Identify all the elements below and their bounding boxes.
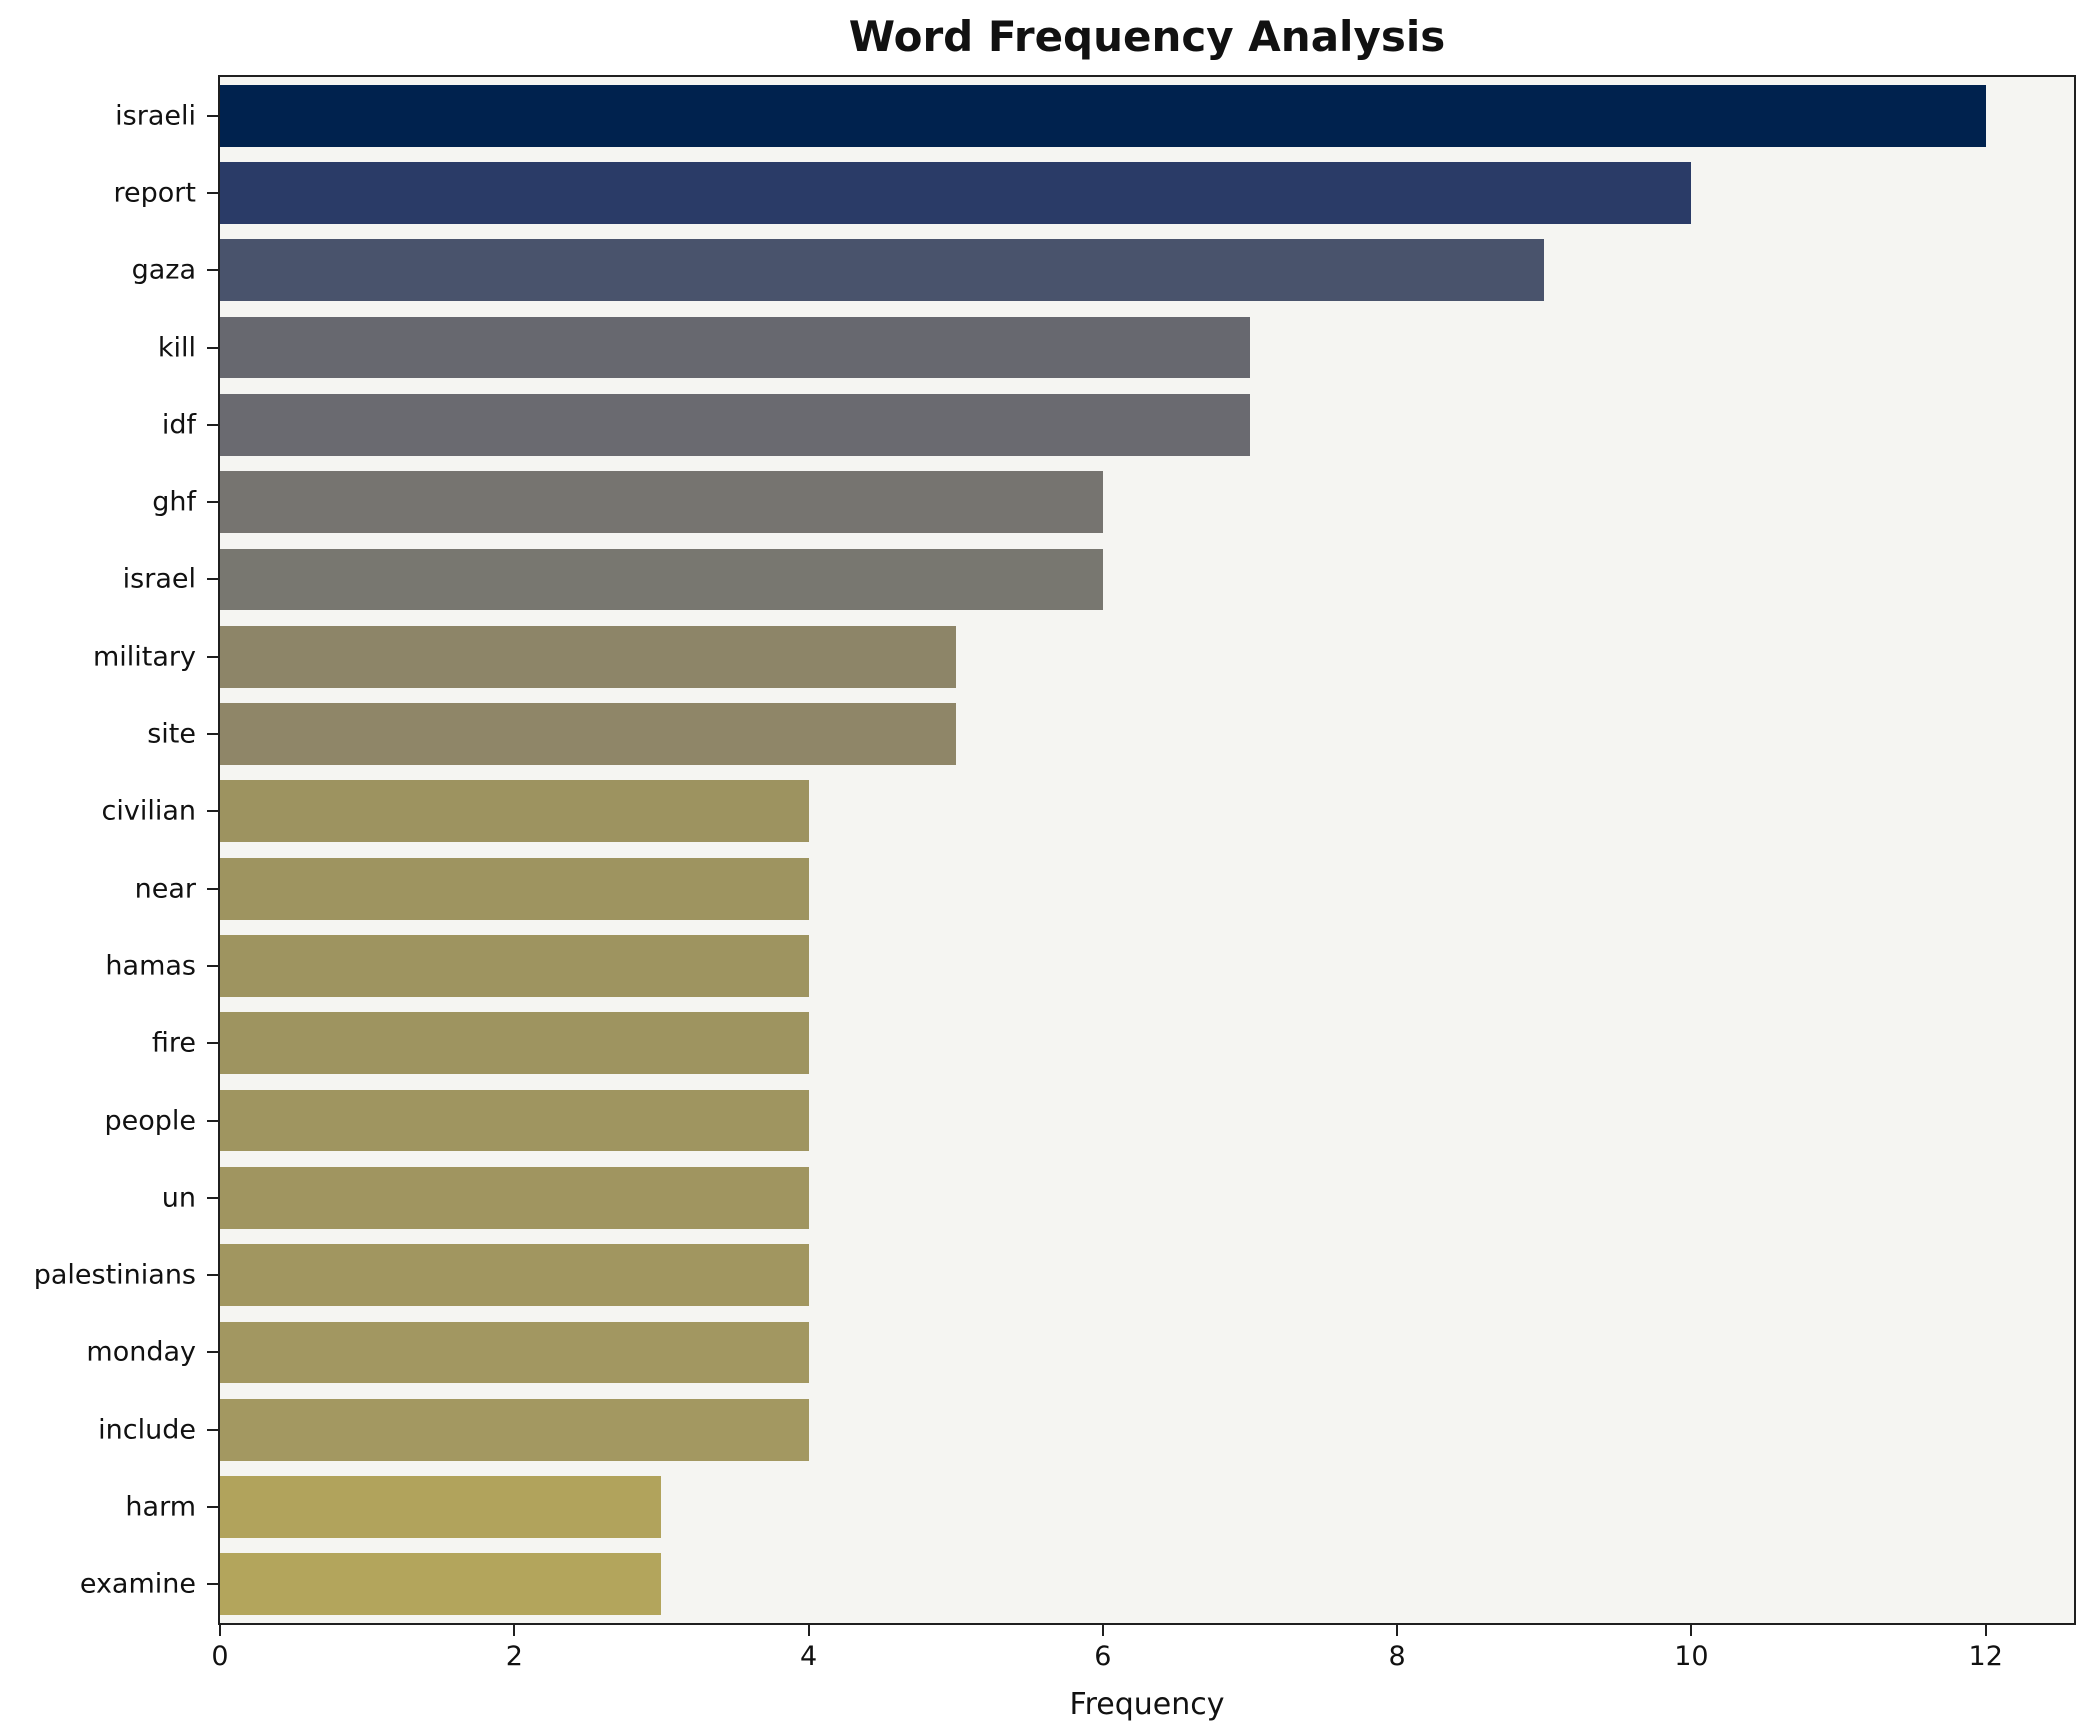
bar-harm: [220, 1476, 662, 1538]
bar-site: [220, 703, 956, 765]
y-tick-mark: [207, 423, 218, 426]
x-tick-label-0: 0: [211, 1641, 229, 1672]
bar-near: [220, 857, 809, 920]
y-tick-mark: [207, 578, 218, 581]
x-tick-mark: [1690, 1625, 1693, 1636]
y-tick-label-hamas: hamas: [105, 950, 196, 982]
y-tick-mark: [207, 1274, 218, 1277]
y-tick-label-examine: examine: [79, 1568, 196, 1600]
y-tick-mark: [207, 887, 218, 890]
bar-israel: [220, 548, 1103, 611]
y-tick-label-israel: israel: [122, 563, 196, 595]
bar-hamas: [220, 935, 809, 997]
bar-include: [220, 1398, 809, 1461]
bar-palestinians: [220, 1244, 809, 1307]
y-tick-mark: [207, 269, 218, 272]
y-tick-mark: [207, 733, 218, 736]
y-tick-mark: [207, 191, 218, 194]
bar-monday: [220, 1321, 809, 1384]
y-tick-mark: [207, 1119, 218, 1122]
y-tick-mark: [207, 1196, 218, 1199]
y-tick-label-site: site: [147, 718, 196, 750]
y-tick-label-kill: kill: [157, 332, 196, 364]
y-tick-label-military: military: [92, 641, 196, 673]
bar-kill: [220, 316, 1250, 379]
bar-gaza: [220, 239, 1545, 302]
bar-idf: [220, 393, 1250, 456]
x-tick-label-2: 2: [505, 1641, 523, 1672]
x-tick-mark: [513, 1625, 516, 1636]
y-tick-mark: [207, 810, 218, 813]
y-tick-mark: [207, 501, 218, 504]
y-tick-mark: [207, 346, 218, 349]
x-axis-title: Frequency: [1069, 1687, 1225, 1722]
x-tick-label-8: 8: [1388, 1641, 1406, 1672]
y-tick-label-near: near: [134, 873, 196, 905]
x-tick-label-10: 10: [1674, 1641, 1709, 1672]
plot-area: [218, 75, 2076, 1625]
y-tick-label-fire: fire: [151, 1027, 196, 1059]
y-tick-mark: [207, 114, 218, 117]
bar-report: [220, 162, 1692, 224]
x-tick-mark: [1984, 1625, 1987, 1636]
x-tick-mark: [219, 1625, 221, 1636]
bar-civilian: [220, 780, 809, 843]
x-tick-mark: [1396, 1625, 1399, 1636]
y-tick-label-israeli: israeli: [115, 100, 196, 132]
y-tick-label-harm: harm: [125, 1491, 196, 1523]
chart-title: Word Frequency Analysis: [848, 12, 1446, 61]
y-tick-mark: [207, 1583, 218, 1586]
x-tick-mark: [807, 1625, 810, 1636]
y-tick-label-people: people: [104, 1105, 196, 1137]
x-tick-label-6: 6: [1094, 1641, 1112, 1672]
y-tick-mark: [207, 964, 218, 967]
y-tick-label-include: include: [98, 1414, 196, 1446]
bar-military: [220, 625, 956, 688]
bar-people: [220, 1089, 809, 1152]
bar-un: [220, 1166, 809, 1229]
y-tick-label-civilian: civilian: [101, 795, 197, 827]
x-tick-mark: [1101, 1625, 1104, 1636]
bar-fire: [220, 1012, 809, 1075]
x-tick-label-12: 12: [1968, 1641, 2003, 1672]
bar-examine: [220, 1553, 662, 1616]
y-tick-label-un: un: [161, 1182, 196, 1214]
y-tick-label-palestinians: palestinians: [33, 1259, 196, 1291]
y-tick-mark: [207, 1428, 218, 1431]
y-tick-mark: [207, 655, 218, 658]
y-tick-mark: [207, 1042, 218, 1045]
bar-ghf: [220, 471, 1103, 534]
bar-israeli: [220, 84, 1986, 147]
x-tick-label-4: 4: [799, 1641, 818, 1672]
y-tick-label-idf: idf: [161, 409, 196, 441]
y-tick-label-report: report: [113, 177, 196, 209]
y-tick-label-monday: monday: [86, 1336, 196, 1368]
y-tick-label-gaza: gaza: [131, 254, 196, 286]
y-tick-mark: [207, 1506, 218, 1509]
y-tick-label-ghf: ghf: [152, 486, 196, 518]
y-tick-mark: [207, 1351, 218, 1354]
